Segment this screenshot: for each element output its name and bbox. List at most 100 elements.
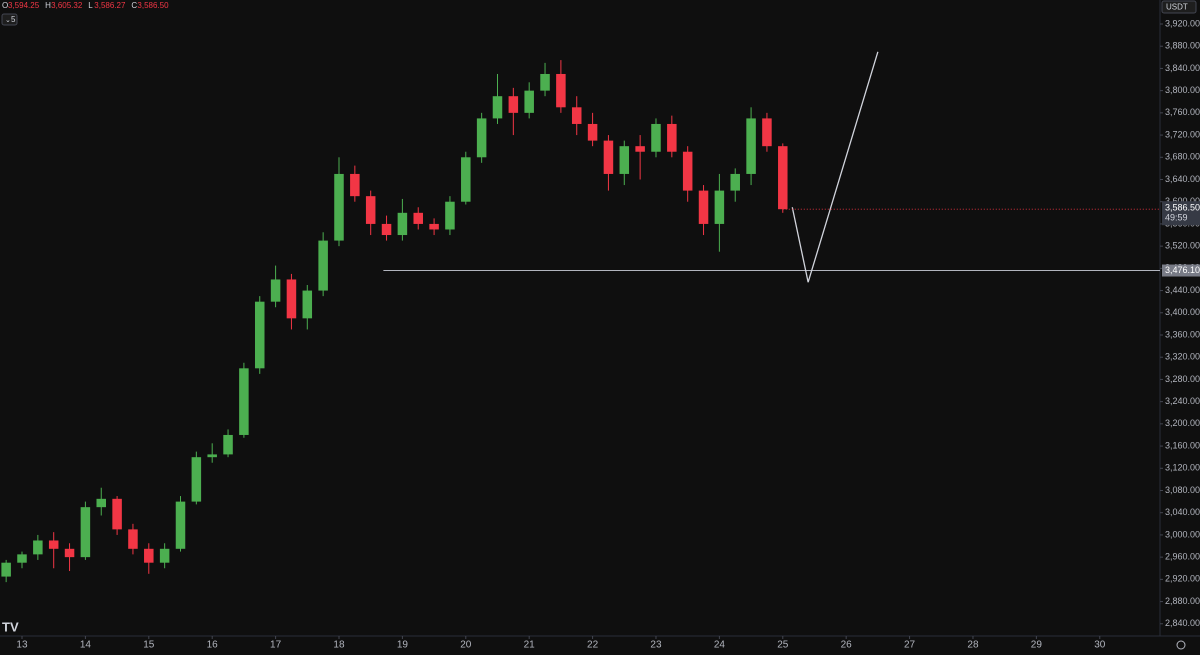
candle-body	[635, 146, 645, 152]
y-tick-label: 3,880.00	[1165, 41, 1200, 51]
candle-body	[254, 301, 265, 369]
y-tick-label: 3,760.00	[1165, 107, 1200, 117]
candle-body	[48, 540, 59, 549]
candle-body	[682, 151, 693, 191]
candle-body	[714, 190, 725, 224]
candle-body	[524, 90, 534, 113]
y-tick-label: 3,320.00	[1165, 352, 1200, 362]
y-tick-label: 2,920.00	[1165, 574, 1200, 584]
x-tick-label: 26	[841, 640, 853, 651]
x-tick-label: 17	[270, 640, 282, 651]
ohlc-value: 3,586.50	[137, 1, 169, 10]
candle-body	[746, 118, 756, 174]
y-tick-label: 3,440.00	[1165, 285, 1200, 295]
logo: TV	[2, 619, 19, 634]
candle-body	[350, 173, 360, 197]
candle-body	[730, 173, 740, 191]
x-tick-label: 20	[460, 640, 472, 651]
candle-body	[413, 212, 423, 224]
ohlc-key: L	[88, 1, 93, 10]
y-tick-label: 3,280.00	[1165, 374, 1200, 384]
candle-body	[571, 107, 582, 124]
y-tick-label: 3,080.00	[1165, 485, 1200, 495]
currency-button[interactable]	[1161, 0, 1197, 14]
y-tick-label: 3,200.00	[1165, 418, 1200, 428]
chevron: ⌄	[5, 17, 11, 24]
candle-body	[159, 548, 170, 563]
candle-body	[318, 240, 328, 291]
x-tick-label: 23	[650, 640, 662, 651]
candle-body	[540, 73, 550, 91]
x-tick-label: 14	[80, 640, 92, 651]
y-tick-label: 3,840.00	[1165, 63, 1200, 73]
candle-body	[556, 73, 566, 108]
candle-body	[587, 123, 598, 141]
candle-body	[96, 498, 107, 508]
x-tick-label: 24	[714, 640, 726, 651]
interval-button[interactable]	[1, 13, 18, 26]
y-tick-label: 2,880.00	[1165, 596, 1200, 606]
last-price-tag	[1162, 201, 1200, 226]
settings-icon[interactable]	[1176, 640, 1186, 650]
candle-body	[270, 279, 281, 302]
y-tick-label: 3,720.00	[1165, 129, 1200, 139]
y-tick-label: 3,160.00	[1165, 440, 1200, 450]
candle-body	[207, 454, 217, 458]
level-label: 3,476.10	[1165, 265, 1200, 275]
candle-body	[64, 548, 75, 558]
candle-body	[397, 212, 408, 236]
candle-body	[302, 290, 313, 319]
y-tick-label: 3,640.00	[1165, 174, 1200, 184]
candle-body	[381, 223, 392, 236]
y-tick-label: 3,240.00	[1165, 396, 1200, 406]
y-tick-label: 3,400.00	[1165, 307, 1200, 317]
y-tick-label: 3,920.00	[1165, 18, 1200, 28]
candle-body	[334, 173, 344, 241]
y-tick-label: 3,680.00	[1165, 152, 1200, 162]
y-tick-label: 3,360.00	[1165, 329, 1200, 339]
candle-body	[112, 498, 122, 530]
candle-body	[603, 140, 614, 174]
candle-body	[33, 540, 43, 555]
y-tick-label: 3,120.00	[1165, 463, 1200, 473]
y-tick-label: 3,040.00	[1165, 507, 1200, 517]
candle-body	[492, 96, 503, 119]
candle-body	[508, 96, 519, 113]
ohlc-key: O	[2, 1, 8, 10]
candle-body	[461, 157, 471, 202]
y-tick-label: 3,000.00	[1165, 529, 1200, 539]
x-tick-label: 18	[333, 640, 345, 651]
x-tick-label: 15	[143, 640, 155, 651]
candle-body	[667, 123, 677, 152]
candle-body	[698, 190, 709, 224]
level-tag	[1162, 264, 1200, 277]
ohlc-key: H	[45, 1, 51, 10]
candle-body	[429, 223, 439, 230]
candle-body	[778, 146, 788, 210]
candle-body	[17, 554, 27, 563]
candle-body	[619, 146, 630, 174]
candle-body	[175, 501, 186, 549]
candle-body	[80, 507, 91, 558]
ohlc-key: C	[131, 1, 137, 10]
y-tick-label: 3,520.00	[1165, 241, 1200, 251]
interval[interactable]: 5	[11, 15, 16, 24]
countdown: 49:59	[1165, 213, 1188, 223]
candle-body	[223, 434, 233, 455]
ohlc-value: 3,605.32	[51, 1, 83, 10]
x-tick-label: 22	[587, 640, 599, 651]
x-tick-label: 27	[904, 640, 916, 651]
y-tick-label: 2,960.00	[1165, 552, 1200, 562]
candle-body	[239, 368, 249, 435]
last-price-label: 3,586.50	[1165, 203, 1200, 213]
currency[interactable]: USDT	[1166, 3, 1188, 12]
x-tick-label: 25	[777, 640, 789, 651]
candle-body	[365, 196, 376, 224]
y-tick-label: 3,800.00	[1165, 85, 1200, 95]
x-tick-label: 28	[967, 640, 979, 651]
x-tick-label: 29	[1031, 640, 1043, 651]
candle-body	[1, 562, 11, 577]
candle-body	[144, 548, 154, 563]
